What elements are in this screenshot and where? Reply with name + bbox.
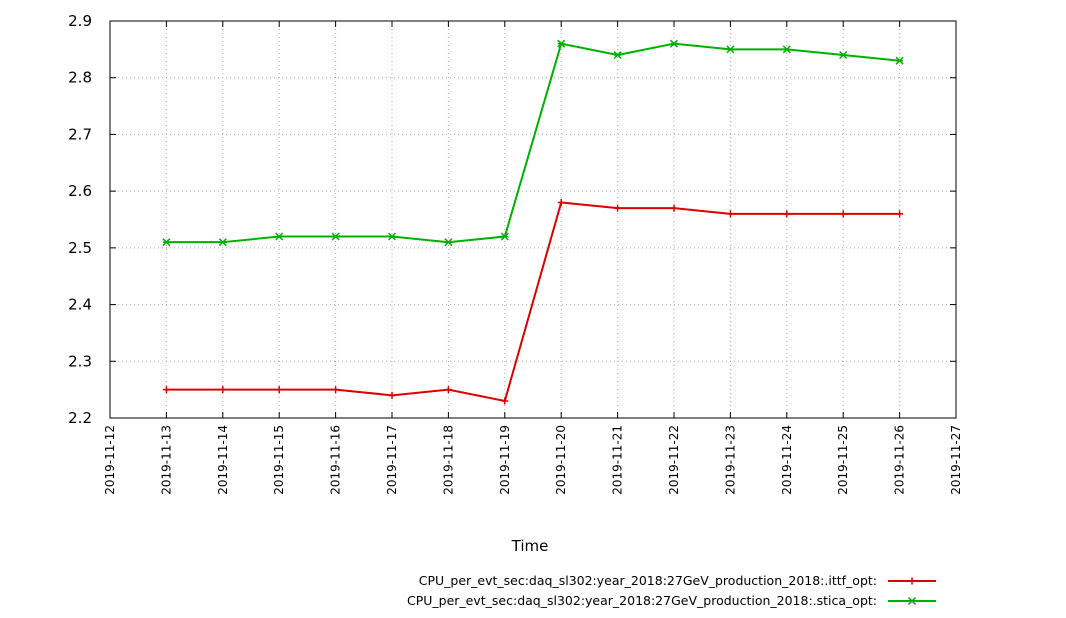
x-tick-label: 2019-11-16 — [329, 425, 343, 495]
y-tick-label: 2.3 — [68, 352, 92, 370]
grid-lines — [110, 21, 956, 418]
x-tick-label: 2019-11-20 — [554, 425, 568, 495]
x-tick-label: 2019-11-24 — [780, 425, 794, 495]
x-tick-label: 2019-11-26 — [893, 425, 907, 495]
x-tick-label: 2019-11-18 — [441, 425, 455, 495]
y-tick-label: 2.9 — [68, 12, 92, 30]
legend-label: CPU_per_evt_sec:daq_sl302:year_2018:27Ge… — [419, 573, 877, 588]
plot-area-frame — [109, 20, 957, 419]
y-tick-label: 2.6 — [68, 182, 92, 200]
y-tick-label: 2.5 — [68, 239, 92, 257]
axis-ticks: 2.2 2.3 2.4 2.5 2.6 2.7 2.8 2.9 2019-11-12 2019-1… — [68, 12, 963, 495]
series-line — [166, 201, 900, 403]
y-tick-label: 2.2 — [68, 409, 92, 427]
x-tick-label: 2019-11-17 — [385, 425, 399, 495]
series-line — [166, 42, 900, 244]
x-tick-label: 2019-11-27 — [949, 425, 963, 495]
y-tick-label: 2.7 — [68, 125, 92, 143]
x-tick-label: 2019-11-22 — [667, 425, 681, 495]
series-1 — [162, 198, 904, 405]
x-tick-label: 2019-11-23 — [723, 425, 737, 495]
y-tick-label: 2.8 — [68, 69, 92, 87]
x-tick-label: 2019-11-12 — [103, 425, 117, 495]
y-tick-label: 2.4 — [68, 296, 92, 314]
x-tick-label: 2019-11-14 — [216, 425, 230, 495]
x-axis-title: Time — [511, 537, 549, 555]
x-tick-label: 2019-11-25 — [836, 425, 850, 495]
x-tick-label: 2019-11-13 — [159, 425, 173, 495]
series-2 — [162, 39, 904, 247]
x-tick-label: 2019-11-15 — [272, 425, 286, 495]
x-tick-label: 2019-11-19 — [498, 425, 512, 495]
x-tick-label: 2019-11-21 — [611, 425, 625, 495]
legend-label: CPU_per_evt_sec:daq_sl302:year_2018:27Ge… — [407, 593, 877, 608]
legend: CPU_per_evt_sec:daq_sl302:year_2018:27Ge… — [407, 573, 936, 608]
series-layer — [162, 39, 904, 405]
